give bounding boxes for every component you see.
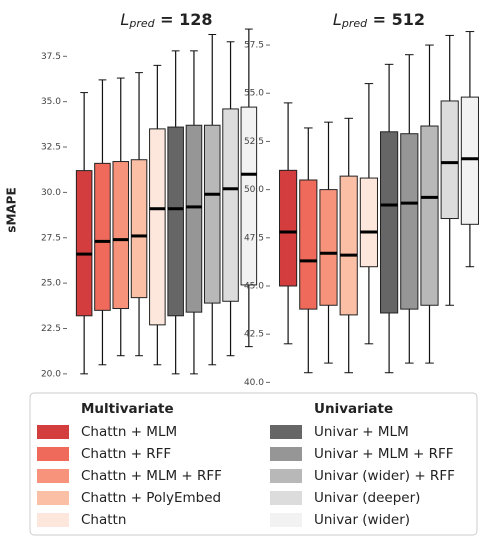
legend-swatch — [270, 513, 302, 527]
box — [167, 126, 184, 317]
legend-swatch — [37, 425, 69, 439]
box — [400, 133, 419, 310]
box — [299, 179, 318, 310]
legend-label: Univar (wider) + RFF — [314, 468, 455, 484]
box — [380, 131, 399, 314]
legend-label: Univar (deeper) — [314, 490, 420, 506]
title-part: L — [333, 10, 342, 29]
title-part: = 128 — [155, 10, 213, 29]
legend-swatch — [270, 425, 302, 439]
y-tick-label: 47.5 — [244, 233, 264, 243]
y-tick-label: 37.5 — [41, 52, 61, 62]
y-tick-label: 35.0 — [41, 97, 61, 107]
legend-heading: Univariate — [314, 401, 393, 417]
box — [420, 125, 439, 306]
box — [149, 128, 166, 326]
y-tick-label: 52.5 — [244, 137, 264, 147]
legend-label: Chattn — [81, 512, 126, 528]
legend-swatch — [37, 447, 69, 461]
box — [279, 169, 298, 287]
y-tick-label: 22.5 — [41, 324, 61, 334]
y-tick-label: 20.0 — [41, 369, 61, 379]
legend-label: Univar (wider) — [314, 512, 410, 528]
legend-label: Univar + MLM + RFF — [314, 446, 454, 462]
legend-swatch — [270, 447, 302, 461]
legend-label: Chattn + MLM + RFF — [81, 468, 222, 484]
box — [94, 162, 111, 311]
y-tick-label: 30.0 — [41, 188, 61, 198]
y-tick-label: 25.0 — [41, 279, 61, 289]
box — [130, 159, 148, 299]
legend-box — [29, 392, 478, 536]
legend-label: Chattn + MLM — [81, 424, 177, 440]
panel-title: Lpred = 128 — [120, 10, 212, 31]
box — [319, 189, 338, 306]
title-part: = 512 — [367, 10, 425, 29]
box — [339, 175, 358, 316]
box — [222, 108, 239, 302]
box — [240, 106, 258, 286]
legend-swatch — [37, 513, 69, 527]
legend-label: Chattn + PolyEmbed — [81, 490, 221, 506]
legend-swatch — [270, 469, 302, 483]
box — [460, 96, 479, 225]
y-axis-label: sMAPE — [5, 187, 19, 232]
title-part: L — [120, 10, 129, 29]
legend-heading: Multivariate — [81, 401, 174, 417]
legend-swatch — [37, 491, 69, 505]
panel-title: Lpred = 512 — [333, 10, 425, 31]
box — [185, 124, 203, 313]
y-tick-label: 50.0 — [244, 185, 264, 195]
legend-label: Univar + MLM — [314, 424, 409, 440]
y-tick-label: 55.0 — [244, 89, 264, 99]
box — [203, 124, 221, 304]
y-tick-label: 42.5 — [244, 330, 264, 340]
legend-swatch — [37, 469, 69, 483]
box — [359, 177, 378, 268]
y-tick-label: 57.5 — [244, 41, 264, 51]
y-tick-label: 27.5 — [41, 233, 61, 243]
title-subscript: pred — [341, 17, 368, 30]
title-subscript: pred — [128, 17, 155, 30]
y-tick-label: 40.0 — [244, 378, 264, 388]
y-tick-label: 32.5 — [41, 143, 61, 153]
box — [112, 161, 130, 310]
box — [75, 170, 93, 317]
y-tick-label: 45.0 — [244, 281, 264, 291]
legend-label: Chattn + RFF — [81, 446, 171, 462]
legend-swatch — [270, 491, 302, 505]
box — [440, 100, 459, 220]
